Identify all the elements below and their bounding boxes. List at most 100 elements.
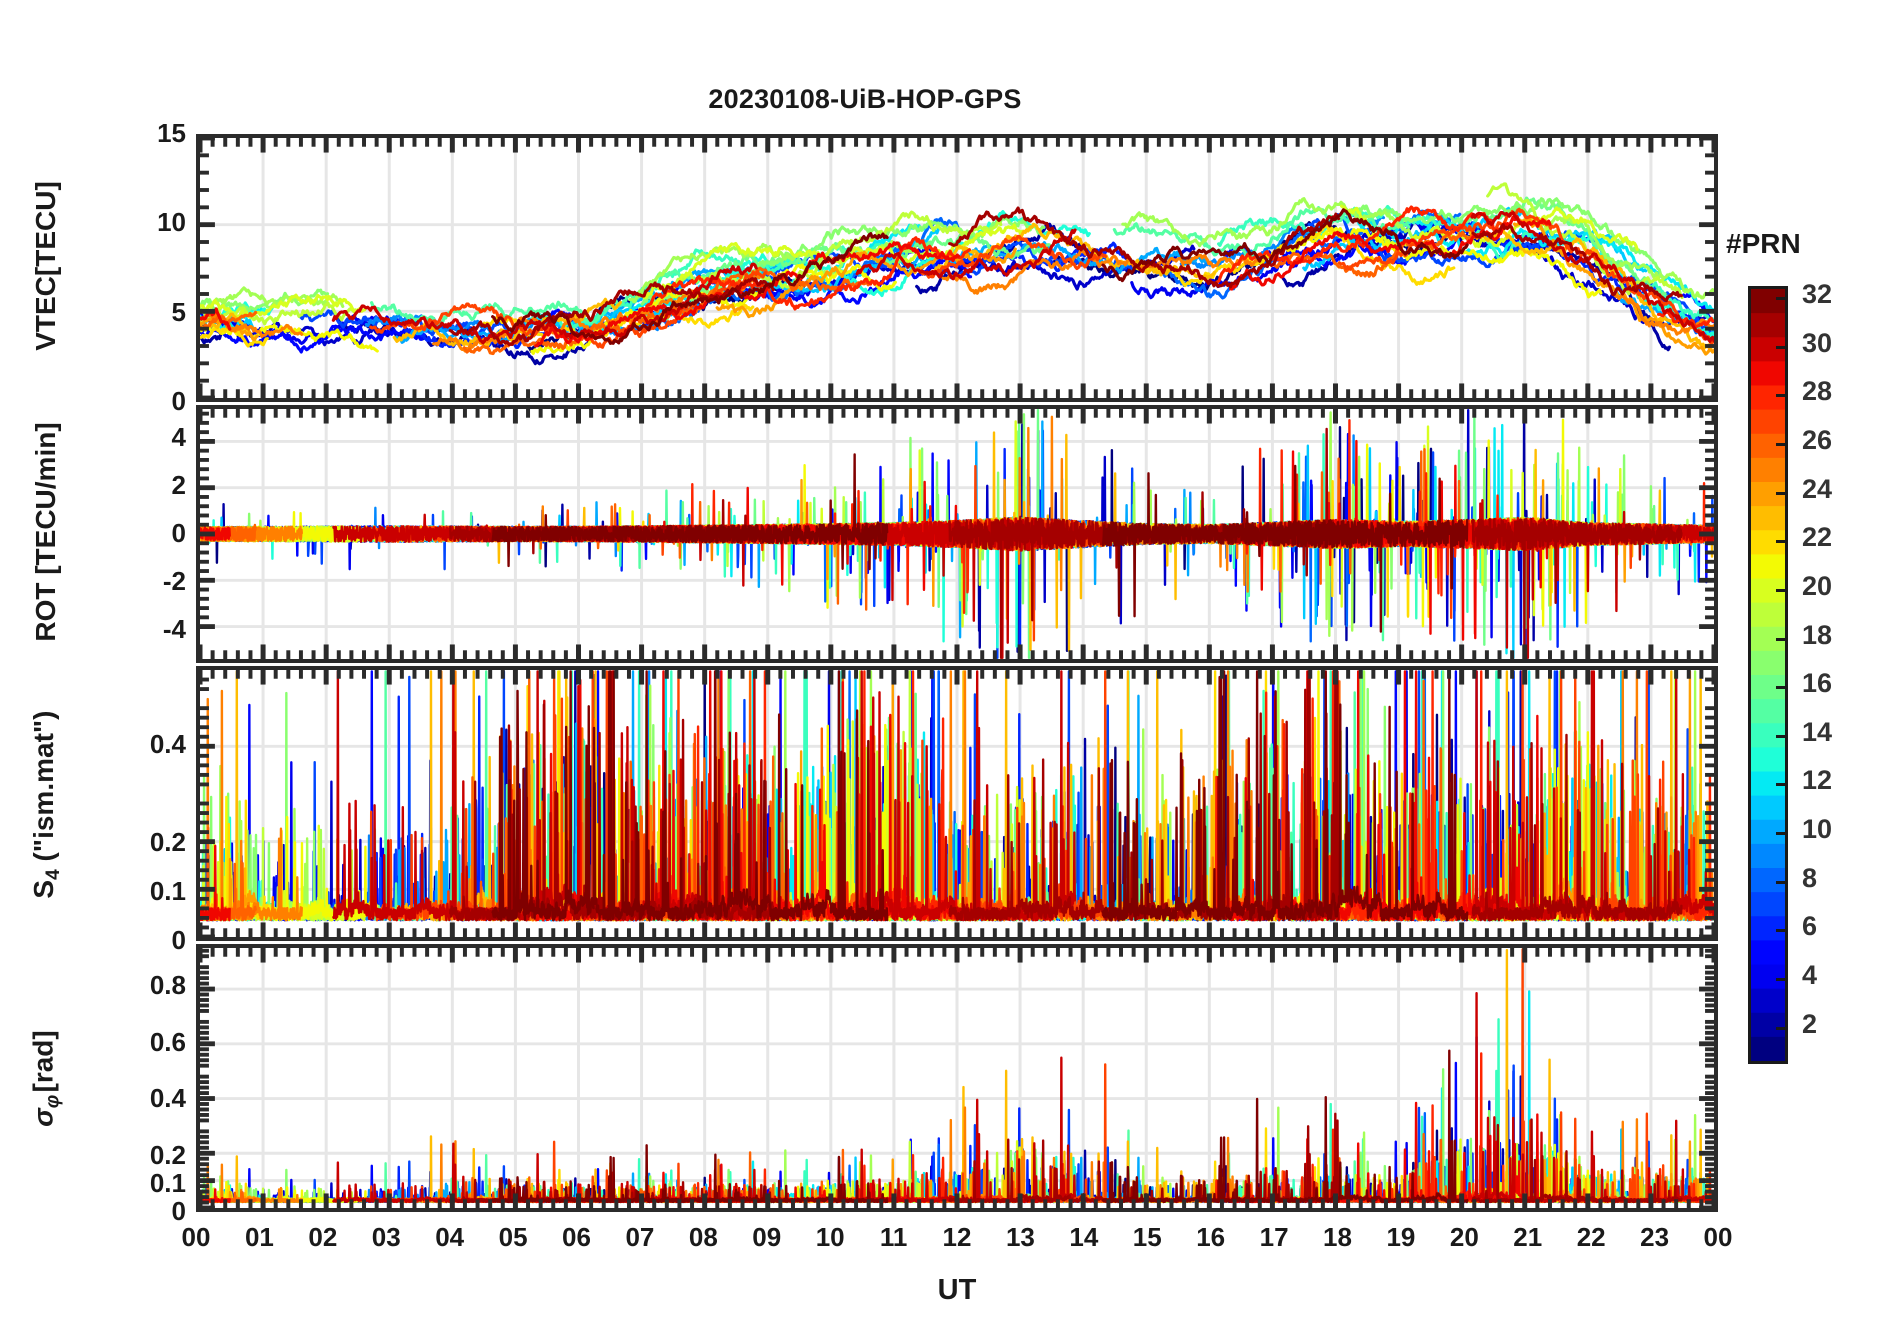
ytick-label-vtec-3: 15 <box>157 118 186 148</box>
colorbar-tickmark-14 <box>1776 734 1787 738</box>
xtick-label-13: 13 <box>1005 1222 1035 1252</box>
colorbar-tick-label-2: 2 <box>1802 1008 1818 1039</box>
trace-prn-32 <box>491 1144 889 1204</box>
plot-area-s4 <box>200 670 1714 937</box>
xtick-label-10: 10 <box>815 1222 845 1252</box>
trace-prn-23 <box>1468 228 1714 351</box>
ytick-label-rot-0: -4 <box>162 613 186 644</box>
xtick-label-24: 00 <box>1703 1222 1733 1252</box>
xtick-label-16: 16 <box>1196 1222 1226 1252</box>
colorbar-tickmark-22 <box>1776 540 1787 544</box>
ytick-label-s4-0: 0 <box>171 925 186 955</box>
trace-prn-32 <box>1101 670 1469 922</box>
colorbar-tickmark-26 <box>1776 443 1787 447</box>
xtick-label-9: 09 <box>752 1222 782 1252</box>
trace-prn-29 <box>200 526 231 542</box>
xtick-label-15: 15 <box>1132 1222 1162 1252</box>
trace-prn-31 <box>1471 223 1683 303</box>
colorbar-tickmark-18 <box>1776 637 1787 641</box>
xtick-label-0: 00 <box>181 1222 211 1252</box>
colorbar-tick-label-10: 10 <box>1802 814 1833 845</box>
colorbar-tickmark-28 <box>1776 394 1787 398</box>
xtick-label-1: 01 <box>244 1222 274 1252</box>
plot-panel-rot[interactable] <box>196 405 1718 663</box>
colorbar-tickmark-20 <box>1776 588 1787 592</box>
xtick-label-4: 04 <box>435 1222 465 1252</box>
trace-prn-28 <box>645 236 972 311</box>
colorbar-tickmark-6 <box>1776 929 1787 933</box>
page-title: 20230108-UiB-HOP-GPS <box>708 84 1022 114</box>
trace-prn-18 <box>1121 197 1434 249</box>
tick-marks <box>200 948 1714 1208</box>
ytick-label-sigma-phi-0: 0 <box>171 1196 186 1226</box>
ytick-label-rot-3: 2 <box>171 470 186 501</box>
colorbar-tick-label-18: 18 <box>1802 619 1833 650</box>
tick-marks <box>200 138 1714 398</box>
trace-prn-31 <box>948 206 1341 289</box>
xtick-label-17: 17 <box>1259 1222 1289 1252</box>
ytick-label-sigma-phi-4: 0.6 <box>149 1026 186 1057</box>
colorbar-tickmark-2 <box>1776 1026 1787 1030</box>
ytick-label-vtec-0: 0 <box>171 386 186 416</box>
plot-area-vtec <box>200 138 1714 398</box>
xtick-label-11: 11 <box>879 1222 908 1252</box>
trace-prn-30 <box>855 228 1077 281</box>
xtick-label-6: 06 <box>562 1222 591 1252</box>
colorbar-tick-label-24: 24 <box>1802 473 1833 504</box>
ytick-label-rot-1: -2 <box>162 565 186 596</box>
colorbar-tickmark-30 <box>1776 345 1787 349</box>
colorbar[interactable] <box>1748 286 1788 1064</box>
ytick-label-rot-4: 4 <box>171 422 186 453</box>
trace-prn-26 <box>1272 230 1476 278</box>
trace-prn-29 <box>1228 214 1552 291</box>
colorbar-tick-label-12: 12 <box>1802 765 1833 796</box>
colorbar-tickmark-4 <box>1776 977 1787 981</box>
ytick-label-sigma-phi-5: 0.8 <box>149 970 186 1001</box>
xtick-label-22: 22 <box>1576 1222 1606 1252</box>
tick-marks <box>200 409 1714 659</box>
trace-prn-32 <box>491 453 889 571</box>
trace-prn-27 <box>1337 207 1714 346</box>
xtick-label-18: 18 <box>1323 1222 1352 1252</box>
colorbar-tick-label-14: 14 <box>1802 716 1833 747</box>
trace-prn-18 <box>1538 215 1714 300</box>
ytick-label-s4-2: 0.2 <box>149 826 186 857</box>
colorbar-tick-label-30: 30 <box>1802 327 1833 358</box>
trace-prn-25 <box>941 247 1262 295</box>
plot-panel-vtec[interactable] <box>196 134 1718 402</box>
plot-area-sigma-phi <box>200 948 1714 1208</box>
ytick-label-rot-2: 0 <box>171 518 186 548</box>
trace-prn-32 <box>491 670 889 922</box>
trace-prn-4 <box>200 314 410 345</box>
colorbar-tick-label-8: 8 <box>1802 862 1818 893</box>
colorbar-tick-label-22: 22 <box>1802 522 1833 553</box>
colorbar-tick-label-20: 20 <box>1802 570 1833 601</box>
colorbar-tickmark-10 <box>1776 832 1787 836</box>
colorbar-title: #PRN <box>1726 228 1801 259</box>
colorbar-tick-label-26: 26 <box>1802 425 1833 456</box>
xtick-label-20: 20 <box>1449 1222 1479 1252</box>
ytick-label-vtec-2: 10 <box>157 207 186 238</box>
colorbar-tickmark-16 <box>1776 686 1787 690</box>
trace-prn-27 <box>920 234 1108 279</box>
colorbar-tick-label-4: 4 <box>1802 959 1818 990</box>
xtick-label-5: 05 <box>498 1222 528 1252</box>
colorbar-tickmark-24 <box>1776 491 1787 495</box>
ytick-label-vtec-1: 5 <box>171 296 186 327</box>
xtick-label-23: 23 <box>1640 1222 1670 1252</box>
trace-prn-32 <box>1101 208 1469 283</box>
colorbar-tickmark-32 <box>1776 297 1787 301</box>
plot-panel-s4[interactable] <box>196 666 1718 941</box>
xtick-label-12: 12 <box>942 1222 972 1252</box>
trace-prn-31 <box>1471 517 1683 659</box>
data-traces <box>200 670 1714 922</box>
ytick-label-sigma-phi-2: 0.2 <box>149 1139 186 1170</box>
xtick-label-8: 08 <box>688 1222 718 1252</box>
xtick-label-7: 07 <box>625 1222 655 1252</box>
colorbar-tick-label-32: 32 <box>1802 279 1833 310</box>
colorbar-gradient <box>1751 289 1785 1061</box>
trace-prn-31 <box>1471 1118 1683 1204</box>
plot-panel-sigma-phi[interactable] <box>196 944 1718 1212</box>
trace-prn-32 <box>1101 464 1469 633</box>
